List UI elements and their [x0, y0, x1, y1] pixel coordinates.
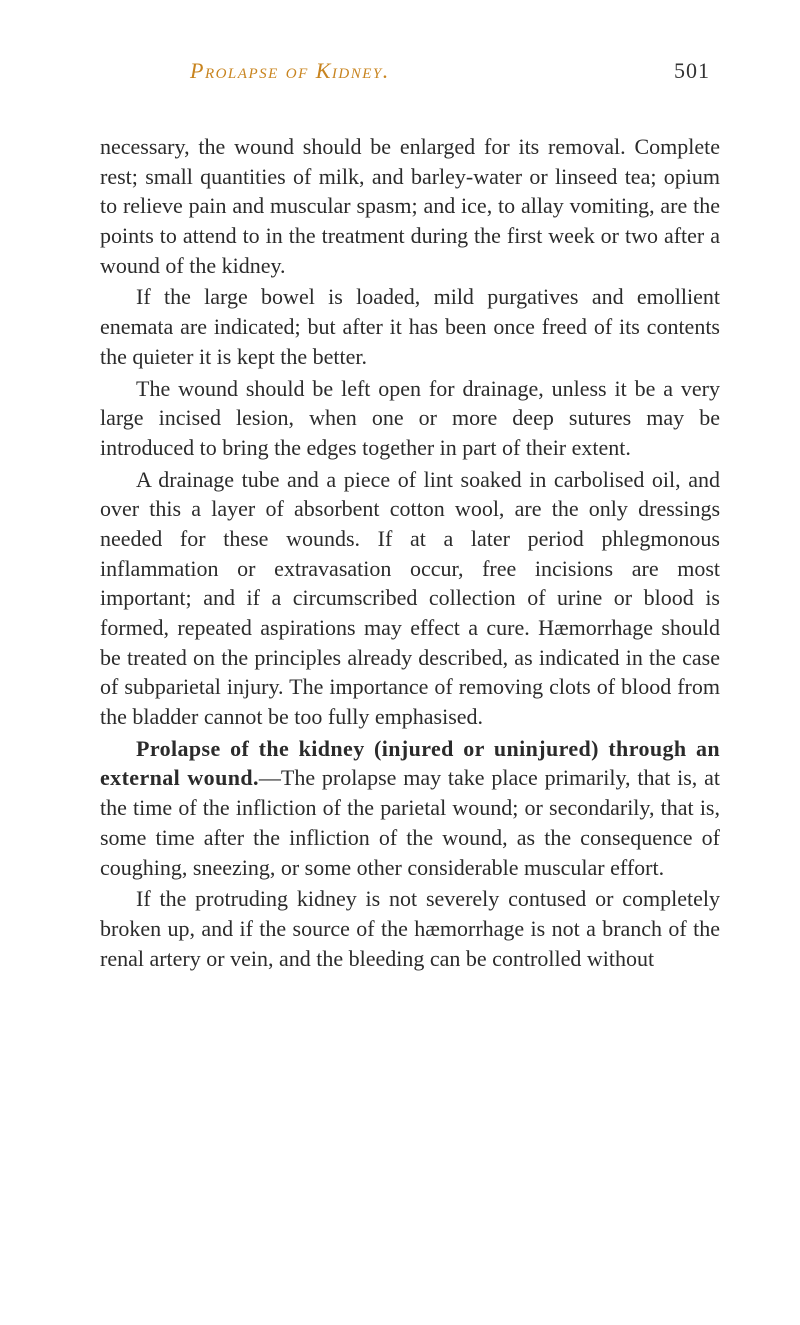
paragraph-4: A drainage tube and a piece of lint soak… [100, 465, 720, 732]
paragraph-5: Prolapse of the kidney (injured or uninj… [100, 734, 720, 882]
paragraph-2: If the large bowel is loaded, mild purga… [100, 282, 720, 371]
body-text: necessary, the wound should be enlarged … [100, 132, 720, 973]
page-number: 501 [674, 58, 710, 84]
paragraph-6: If the protruding kidney is not severely… [100, 884, 720, 973]
paragraph-3: The wound should be left open for draina… [100, 374, 720, 463]
paragraph-1: necessary, the wound should be enlarged … [100, 132, 720, 280]
page-header: Prolapse of Kidney. 501 [100, 58, 720, 84]
page-container: Prolapse of Kidney. 501 necessary, the w… [0, 0, 800, 1035]
running-title: Prolapse of Kidney. [190, 58, 390, 84]
